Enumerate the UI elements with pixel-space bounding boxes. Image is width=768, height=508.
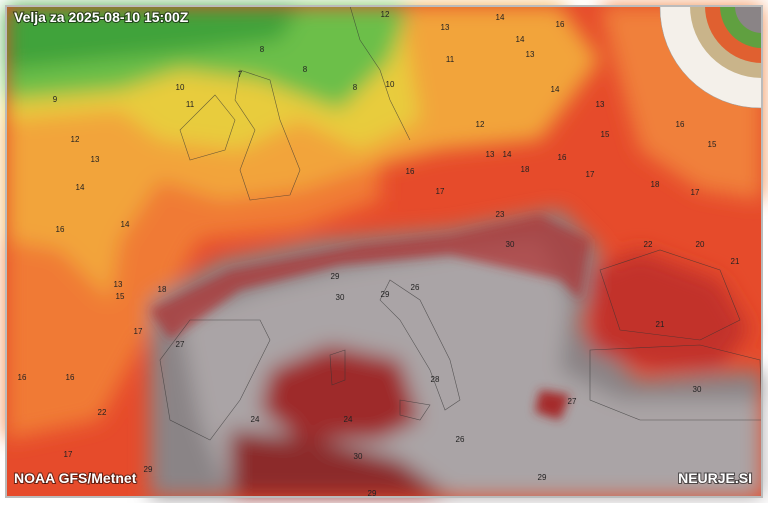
temperature-label: 13 bbox=[486, 150, 495, 159]
temperature-label: 13 bbox=[441, 23, 450, 32]
temperature-label: 17 bbox=[691, 188, 700, 197]
temperature-label: 10 bbox=[176, 83, 185, 92]
temperature-label: 29 bbox=[144, 465, 153, 474]
temperature-label: 18 bbox=[158, 285, 167, 294]
temperature-label: 8 bbox=[260, 45, 265, 54]
temperature-label: 14 bbox=[516, 35, 525, 44]
temperature-label: 30 bbox=[693, 385, 702, 394]
map-border bbox=[5, 5, 763, 498]
temperature-label: 17 bbox=[436, 187, 445, 196]
temperature-label: 15 bbox=[601, 130, 610, 139]
temperature-label: 14 bbox=[121, 220, 130, 229]
temperature-label: 21 bbox=[656, 320, 665, 329]
temperature-label: 9 bbox=[53, 95, 58, 104]
temperature-label: 17 bbox=[586, 170, 595, 179]
temperature-label: 18 bbox=[651, 180, 660, 189]
temperature-label: 13 bbox=[114, 280, 123, 289]
temperature-label: 8 bbox=[353, 83, 358, 92]
temperature-label: 16 bbox=[556, 20, 565, 29]
temperature-label: 27 bbox=[568, 397, 577, 406]
temperature-label: 16 bbox=[406, 167, 415, 176]
temperature-label: 21 bbox=[731, 257, 740, 266]
temperature-label: 11 bbox=[446, 55, 455, 64]
source-label: NOAA GFS/Metnet bbox=[14, 470, 137, 486]
temperature-label: 30 bbox=[336, 293, 345, 302]
temperature-label: 18 bbox=[521, 165, 530, 174]
temperature-label: 26 bbox=[456, 435, 465, 444]
temperature-label: 12 bbox=[71, 135, 80, 144]
temperature-label: 14 bbox=[503, 150, 512, 159]
temperature-label: 17 bbox=[134, 327, 143, 336]
temperature-label: 22 bbox=[98, 408, 107, 417]
temperature-label: 24 bbox=[251, 415, 260, 424]
brand-label: NEURJE.SI bbox=[678, 470, 752, 486]
temperature-label: 29 bbox=[331, 272, 340, 281]
temperature-label: 24 bbox=[344, 415, 353, 424]
temperature-label: 14 bbox=[76, 183, 85, 192]
temperature-label: 16 bbox=[558, 153, 567, 162]
temperature-label: 16 bbox=[676, 120, 685, 129]
temperature-label: 29 bbox=[538, 473, 547, 482]
temperature-label: 8 bbox=[303, 65, 308, 74]
temperature-label: 14 bbox=[551, 85, 560, 94]
temperature-label: 11 bbox=[186, 100, 195, 109]
temperature-label: 28 bbox=[431, 375, 440, 384]
temperature-label: 12 bbox=[381, 10, 390, 19]
temperature-label: 14 bbox=[496, 13, 505, 22]
temperature-label: 20 bbox=[696, 240, 705, 249]
map-title: Velja za 2025-08-10 15:00Z bbox=[14, 9, 189, 25]
temperature-label: 13 bbox=[596, 100, 605, 109]
temperature-label: 13 bbox=[91, 155, 100, 164]
temperature-fields bbox=[6, 6, 762, 497]
temperature-label: 10 bbox=[386, 80, 395, 89]
temperature-label: 16 bbox=[66, 373, 75, 382]
temperature-label: 17 bbox=[64, 450, 73, 459]
temperature-label: 16 bbox=[56, 225, 65, 234]
temperature-label: 29 bbox=[368, 489, 377, 498]
temperature-label: 30 bbox=[354, 452, 363, 461]
hot-zones bbox=[150, 215, 590, 420]
color-legend bbox=[659, 5, 763, 109]
temperature-label: 16 bbox=[18, 373, 27, 382]
temperature-label: 26 bbox=[411, 283, 420, 292]
temperature-label: 22 bbox=[644, 240, 653, 249]
temperature-label: 29 bbox=[381, 290, 390, 299]
temperature-label: 12 bbox=[476, 120, 485, 129]
temperature-label: 27 bbox=[176, 340, 185, 349]
temperature-label: 15 bbox=[708, 140, 717, 149]
temperature-label: 30 bbox=[506, 240, 515, 249]
temperature-label: 13 bbox=[526, 50, 535, 59]
temperature-label: 7 bbox=[238, 70, 243, 79]
temperature-label: 15 bbox=[116, 292, 125, 301]
temperature-label: 23 bbox=[496, 210, 505, 219]
